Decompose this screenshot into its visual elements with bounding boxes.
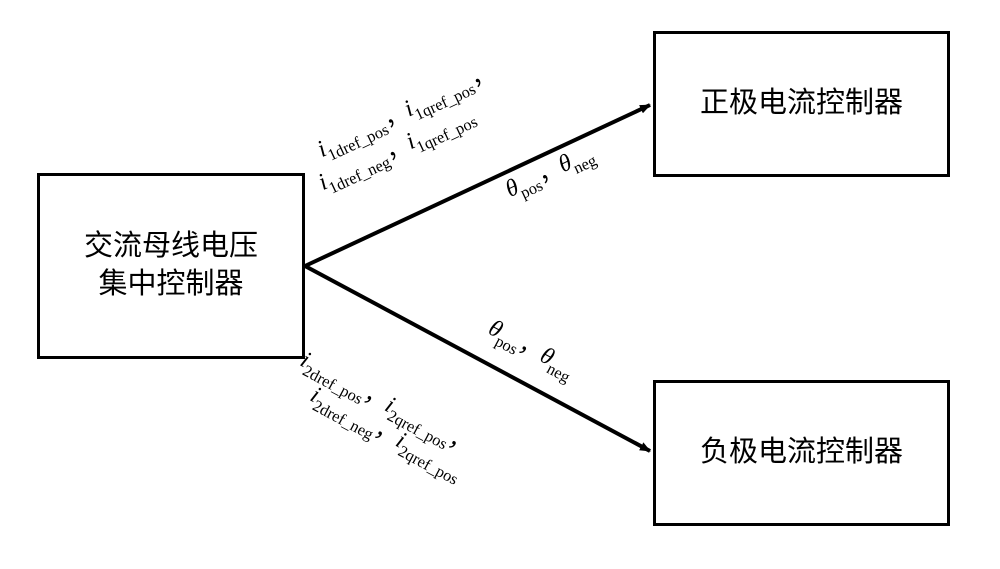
- diagram-canvas: 交流母线电压 集中控制器 正极电流控制器 负极电流控制器 i1dref_pos，…: [0, 0, 1000, 569]
- positive-controller-box: 正极电流控制器: [653, 31, 950, 177]
- positive-controller-label: 正极电流控制器: [700, 85, 903, 123]
- central-line2: 集中控制器: [98, 268, 243, 300]
- lower-label-theta: θpos，θneg: [482, 308, 583, 386]
- central-line1: 交流母线电压: [84, 230, 258, 262]
- central-controller-label: 交流母线电压 集中控制器: [84, 228, 258, 303]
- central-controller-box: 交流母线电压 集中控制器: [37, 173, 305, 359]
- negative-controller-label: 负极电流控制器: [700, 434, 903, 472]
- upper-label-theta: θpos，θneg: [498, 132, 599, 207]
- negative-controller-box: 负极电流控制器: [653, 380, 950, 526]
